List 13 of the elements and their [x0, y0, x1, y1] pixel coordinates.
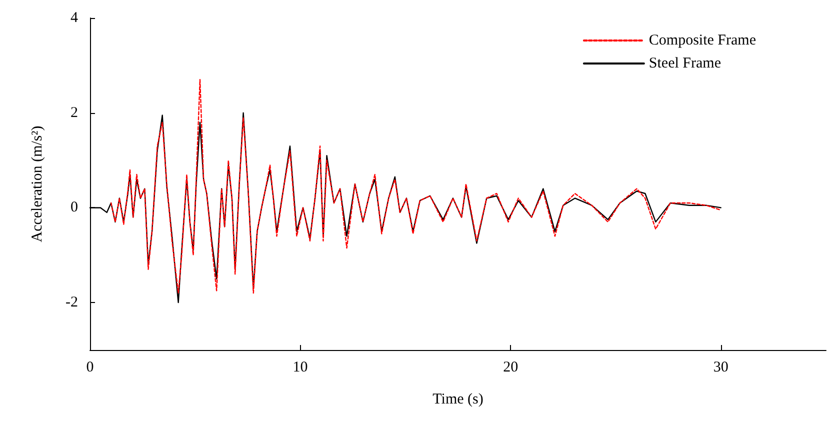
y-tick-label: -2	[66, 294, 78, 311]
x-axis-title: Time (s)	[432, 392, 484, 408]
legend-label: Steel Frame	[648, 56, 722, 72]
line-series	[110, 79, 722, 294]
y-axis-title: Acceleration (m/s²)	[30, 126, 46, 242]
y-tick-label: 2	[70, 104, 78, 121]
x-tick-label: 30	[713, 360, 728, 376]
y-tick-label: 4	[70, 10, 78, 26]
x-tick-label: 20	[503, 360, 518, 376]
legend-label: Composite Frame	[648, 32, 756, 48]
y-tick-label: 0	[70, 200, 78, 216]
x-tick-label: 10	[292, 360, 308, 376]
x-tick-label: 0	[86, 360, 94, 376]
